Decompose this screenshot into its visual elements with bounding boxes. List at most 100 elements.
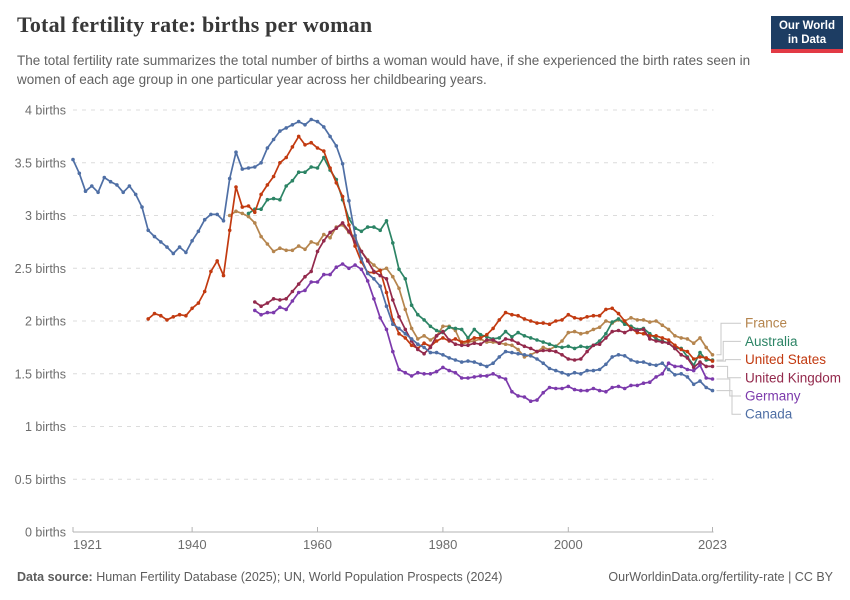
data-point bbox=[209, 269, 213, 274]
data-point bbox=[234, 185, 238, 189]
data-point bbox=[234, 209, 238, 214]
data-point bbox=[604, 389, 608, 394]
data-point bbox=[547, 385, 552, 390]
data-point bbox=[416, 347, 420, 352]
data-point bbox=[497, 341, 502, 346]
data-point bbox=[660, 336, 665, 340]
data-point bbox=[315, 166, 320, 170]
data-point bbox=[710, 359, 715, 363]
data-point bbox=[691, 382, 696, 387]
y-tick-label: 1 births bbox=[25, 420, 66, 434]
data-point bbox=[240, 205, 245, 209]
series-points-australia bbox=[246, 155, 715, 368]
data-point bbox=[491, 338, 495, 342]
footer-link[interactable]: OurWorldinData.org/fertility-rate | CC B… bbox=[608, 570, 833, 584]
legend-label-germany[interactable]: Germany bbox=[745, 388, 801, 403]
data-point bbox=[616, 317, 621, 321]
legend-connector-australia bbox=[716, 340, 741, 361]
data-point bbox=[503, 377, 508, 381]
data-point bbox=[698, 336, 702, 340]
data-point bbox=[472, 375, 477, 379]
data-point bbox=[698, 350, 702, 355]
data-point bbox=[666, 361, 671, 366]
x-tick-label: 1921 bbox=[73, 537, 102, 552]
data-point bbox=[165, 245, 169, 249]
data-point bbox=[572, 370, 577, 375]
data-point bbox=[359, 257, 364, 261]
data-point bbox=[365, 271, 370, 276]
data-point bbox=[635, 383, 640, 388]
data-point bbox=[629, 327, 633, 332]
data-point bbox=[271, 196, 276, 201]
data-point bbox=[278, 161, 282, 165]
data-point bbox=[579, 331, 583, 336]
data-point bbox=[610, 306, 614, 311]
data-point bbox=[472, 360, 477, 364]
data-point bbox=[622, 354, 627, 358]
data-point bbox=[566, 384, 571, 389]
data-point bbox=[560, 345, 564, 350]
data-point bbox=[560, 339, 564, 343]
data-point bbox=[146, 317, 150, 321]
data-point bbox=[140, 205, 144, 209]
data-point bbox=[303, 143, 307, 147]
data-point bbox=[459, 376, 464, 380]
data-point bbox=[434, 328, 439, 333]
data-point bbox=[554, 386, 558, 391]
legend-label-canada[interactable]: Canada bbox=[745, 407, 793, 422]
data-point bbox=[227, 228, 232, 233]
data-point bbox=[403, 277, 408, 281]
data-point bbox=[334, 181, 339, 185]
data-point bbox=[334, 226, 339, 230]
data-point bbox=[585, 349, 589, 354]
data-point bbox=[108, 179, 113, 184]
data-point bbox=[485, 338, 489, 342]
data-point bbox=[522, 317, 527, 321]
data-point bbox=[516, 341, 520, 346]
data-point bbox=[641, 360, 646, 364]
data-point bbox=[278, 129, 282, 133]
data-point bbox=[391, 322, 395, 327]
data-point bbox=[434, 369, 439, 374]
data-point bbox=[691, 357, 696, 361]
owid-logo[interactable]: Our World in Data bbox=[770, 16, 843, 54]
data-point bbox=[691, 341, 696, 346]
legend-label-united-kingdom[interactable]: United Kingdom bbox=[745, 370, 841, 385]
legend-label-france[interactable]: France bbox=[745, 316, 787, 331]
data-point bbox=[422, 318, 426, 322]
data-point bbox=[309, 117, 314, 122]
data-point bbox=[554, 368, 558, 373]
legend-label-united-states[interactable]: United States bbox=[745, 352, 826, 367]
legend-connector-united-kingdom bbox=[716, 365, 741, 379]
data-point bbox=[698, 379, 702, 383]
series-line-united-kingdom[interactable] bbox=[253, 222, 714, 369]
data-point bbox=[610, 355, 614, 359]
data-point bbox=[654, 339, 658, 343]
data-point bbox=[491, 326, 495, 331]
data-point bbox=[503, 337, 508, 341]
data-point bbox=[384, 277, 389, 281]
data-point bbox=[278, 246, 282, 250]
data-point bbox=[691, 368, 696, 373]
data-point bbox=[579, 344, 583, 349]
series-points-canada bbox=[71, 117, 715, 393]
data-point bbox=[566, 330, 571, 335]
data-point bbox=[597, 325, 602, 330]
owid-logo-line1: Our World bbox=[778, 20, 835, 32]
data-point bbox=[315, 242, 320, 246]
data-point bbox=[397, 267, 401, 272]
data-point bbox=[654, 319, 658, 323]
legend-label-australia[interactable]: Australia bbox=[745, 334, 798, 349]
data-point bbox=[309, 280, 314, 284]
data-point bbox=[347, 223, 351, 227]
y-tick-label: 1.5 births bbox=[15, 367, 66, 381]
data-point bbox=[428, 345, 433, 350]
data-point bbox=[554, 319, 558, 323]
data-point bbox=[591, 386, 596, 391]
data-point bbox=[459, 360, 464, 364]
data-point bbox=[641, 318, 646, 322]
y-tick-label: 4 births bbox=[25, 104, 66, 118]
data-point bbox=[397, 331, 401, 336]
data-point bbox=[296, 290, 301, 295]
legend-connector-canada bbox=[716, 390, 741, 415]
